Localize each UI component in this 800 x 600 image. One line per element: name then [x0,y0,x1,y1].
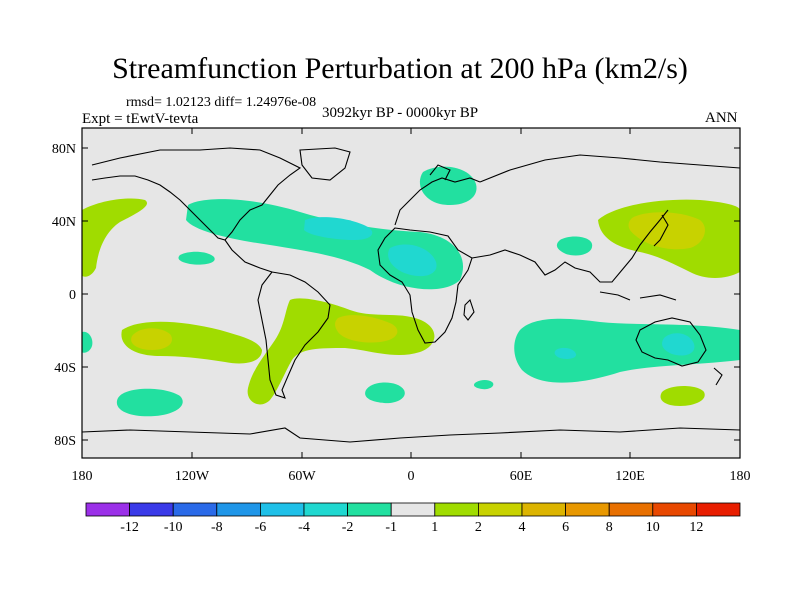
colorbar-label: -10 [164,520,183,535]
colorbar-labels: -12 -10 -8 -6 -4 -2 -1 1 2 4 6 8 10 12 [120,520,703,535]
colorbar-box [172,502,218,517]
anomaly-north-atlantic [186,199,464,290]
anomaly-core-africa [388,244,437,277]
colorbar-label: -6 [255,520,267,535]
lat-label-80n: 80N [52,142,76,157]
colorbar-box [696,502,741,517]
lon-label-0: 0 [408,469,415,484]
colorbar-label: -1 [385,520,397,535]
map-background [82,128,740,458]
colorbar [85,502,741,517]
colorbar-label: 8 [606,520,613,535]
coastlines [82,147,740,443]
colorbar-box [216,502,261,517]
lat-label-40n: 40N [52,215,76,230]
anomaly-core-india [554,347,577,359]
colorbar-box [85,502,130,517]
anomaly-dateline-south [82,331,93,353]
colorbar-label: -8 [211,520,223,535]
lat-label-80s: 80S [54,434,76,449]
anomaly-core-south-pacific [131,328,172,350]
colorbar-box [434,502,479,517]
lat-label-40s: 40S [54,361,76,376]
anomaly-core-atlantic [304,217,373,240]
lon-label-120w: 120W [175,469,210,484]
colorbar-box [259,502,305,517]
colorbar-box [608,502,654,517]
colorbar-box [477,502,523,517]
anomaly-core-south-atlantic [335,315,398,343]
colorbar-label: 10 [646,520,660,535]
season-label: ANN [705,110,738,126]
lon-label-60e: 60E [510,469,533,484]
anomaly-core-australia [662,333,695,356]
lon-label-180w: 180 [72,469,93,484]
lon-label-180e: 180 [730,469,751,484]
lon-label-60w: 60W [288,469,316,484]
expt-label: Expt = tEwtV-tevta [82,111,199,127]
colorbar-label: -4 [298,520,310,535]
lon-label-120e: 120E [615,469,645,484]
colorbar-box [390,502,436,517]
colorbar-box [652,502,697,517]
colorbar-label: 6 [562,520,569,535]
colorbar-label: 1 [431,520,438,535]
lat-label-0: 0 [69,288,76,303]
colorbar-box [565,502,610,517]
colorbar-box [303,502,348,517]
anomaly-scandinavia [419,166,477,206]
period-label: 3092kyr BP - 0000kyr BP [322,105,479,121]
anomaly-east-pacific [82,198,148,277]
colorbar-box [129,502,174,517]
page-title: Streamfunction Perturbation at 200 hPa (… [112,52,688,85]
colorbar-label: 12 [689,520,703,535]
stats-text: rmsd= 1.02123 diff= 1.24976e-08 [126,95,317,110]
colorbar-label: -2 [342,520,354,535]
anomaly-south-indian-small [473,380,494,390]
colorbar-box [521,502,566,517]
colorbar-label: 2 [475,520,482,535]
anomaly-south-pacific [116,388,183,417]
anomaly-core-japan [628,212,705,250]
colorbar-box [347,502,392,517]
anomaly-west-asia [556,236,593,256]
anomaly-southern-australia [660,386,705,406]
colorbar-label: -12 [120,520,139,535]
anomaly-fields [82,147,740,443]
colorbar-label: 4 [519,520,526,535]
anomaly-south-atlantic [365,382,405,404]
axis-ticks [81,128,741,458]
anomaly-mid-pacific [178,251,215,265]
